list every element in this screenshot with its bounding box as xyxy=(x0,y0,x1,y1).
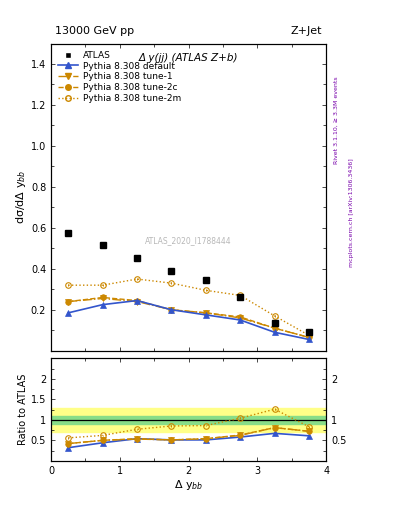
Text: 13000 GeV pp: 13000 GeV pp xyxy=(55,26,134,36)
Legend: ATLAS, Pythia 8.308 default, Pythia 8.308 tune-1, Pythia 8.308 tune-2c, Pythia 8: ATLAS, Pythia 8.308 default, Pythia 8.30… xyxy=(55,48,184,105)
Bar xyxy=(51,408,326,432)
X-axis label: Δ y$_{bb}$: Δ y$_{bb}$ xyxy=(174,478,203,493)
Text: mcplots.cern.ch [arXiv:1306.3436]: mcplots.cern.ch [arXiv:1306.3436] xyxy=(349,158,354,267)
Text: Δ y(јј) (ATLAS Z+b): Δ y(јј) (ATLAS Z+b) xyxy=(139,53,239,63)
Text: ATLAS_2020_I1788444: ATLAS_2020_I1788444 xyxy=(145,236,232,245)
Text: Rivet 3.1.10, ≥ 3.3M events: Rivet 3.1.10, ≥ 3.3M events xyxy=(334,76,338,164)
Y-axis label: dσ/dΔ y$_{bb}$: dσ/dΔ y$_{bb}$ xyxy=(14,170,28,224)
Bar xyxy=(51,416,326,424)
Y-axis label: Ratio to ATLAS: Ratio to ATLAS xyxy=(18,374,28,445)
Text: Z+Jet: Z+Jet xyxy=(291,26,322,36)
